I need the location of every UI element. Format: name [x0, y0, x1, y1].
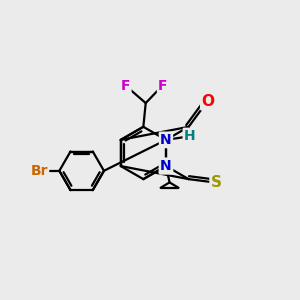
Text: F: F [158, 79, 168, 93]
Text: N: N [160, 159, 172, 173]
Text: F: F [121, 79, 130, 93]
Text: H: H [184, 129, 196, 143]
Text: Br: Br [30, 164, 48, 178]
Text: O: O [202, 94, 214, 109]
Text: S: S [211, 175, 222, 190]
Text: N: N [160, 159, 172, 173]
Text: N: N [160, 133, 172, 147]
